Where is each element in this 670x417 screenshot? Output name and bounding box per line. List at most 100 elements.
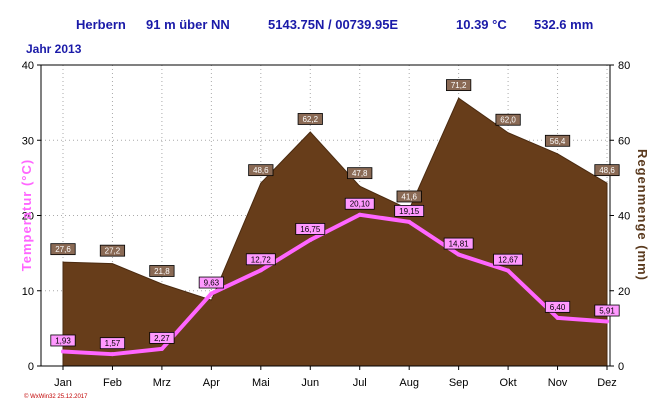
temp-data-label-group: 5,91 xyxy=(594,304,620,317)
precip-data-label-group: 27,6 xyxy=(50,243,76,256)
temp-data-label-group: 16,75 xyxy=(295,223,326,235)
temp-data-label-box xyxy=(245,253,276,266)
left-axis-tick-label: 40 xyxy=(22,60,34,72)
temperature-point xyxy=(258,268,263,273)
elevation-text: 91 m über NN xyxy=(146,17,230,32)
left-axis-tick-label: 20 xyxy=(22,211,34,223)
data-labels-layer: 27,6 27,2 21,8 48,6 62,2 47,8 41,6 71,2 62,0 56,4… xyxy=(50,79,620,350)
x-axis-tick-label: Mrz xyxy=(153,377,171,389)
footer-credit: © WxWin32 25.12.2017 xyxy=(24,393,88,400)
temp-data-label-group: 1,57 xyxy=(99,337,126,350)
mean-temperature: 10.39 °C xyxy=(456,17,507,32)
x-axis-tick-label: Jul xyxy=(353,377,367,389)
temp-data-label: 1,57 xyxy=(105,339,121,348)
x-axis-tick-label: Dez xyxy=(597,377,617,389)
temp-data-label-group: 12,67 xyxy=(493,253,523,266)
station-name: Herbern xyxy=(76,17,126,32)
precip-data-label-group: 56,4 xyxy=(544,134,571,147)
precip-data-label-box xyxy=(248,164,274,177)
temp-data-label-group: 9,63 xyxy=(198,276,224,289)
precip-data-label-group: 21,8 xyxy=(149,265,175,277)
temp-data-label: 6,40 xyxy=(550,303,566,312)
precip-data-label: 27,6 xyxy=(55,245,71,254)
temp-data-label-box xyxy=(344,197,375,210)
temp-data-label: 19,15 xyxy=(399,207,420,216)
temp-data-label-box xyxy=(198,276,224,289)
temp-data-label-box xyxy=(493,253,523,266)
temp-data-label: 20,10 xyxy=(350,200,371,209)
temp-data-label: 9,63 xyxy=(204,279,220,288)
temperature-point xyxy=(456,252,461,257)
precip-data-label-group: 62,2 xyxy=(297,113,323,125)
right-axis-tick-label: 80 xyxy=(618,60,630,72)
temperature-point xyxy=(209,291,214,296)
precip-data-label-box xyxy=(594,164,620,177)
temperature-point xyxy=(159,346,164,351)
precip-data-label: 62,0 xyxy=(500,116,516,125)
temp-data-label: 1,93 xyxy=(55,336,71,345)
right-axis-tick-label: 40 xyxy=(618,211,630,223)
precip-data-label-group: 47,8 xyxy=(347,167,373,180)
precip-data-label: 48,6 xyxy=(253,166,269,175)
temperature-point xyxy=(506,268,511,273)
precip-data-label: 62,2 xyxy=(302,115,318,124)
temp-data-label-group: 6,40 xyxy=(544,300,571,313)
precip-data-label-box xyxy=(99,244,126,257)
precip-data-label: 21,8 xyxy=(154,267,170,276)
year-label: Jahr 2013 xyxy=(26,42,82,56)
temp-data-label-group: 14,81 xyxy=(443,237,474,250)
total-precipitation: 532.6 mm xyxy=(534,17,593,32)
precip-data-label-box xyxy=(495,113,521,126)
precip-data-label-group: 27,2 xyxy=(99,244,126,257)
temperature-point xyxy=(308,237,313,242)
x-axis-tick-label: Apr xyxy=(203,377,220,389)
x-axis-tick-label: Feb xyxy=(103,377,122,389)
temp-data-label-box xyxy=(149,332,175,344)
precip-data-label: 48,6 xyxy=(599,166,615,175)
precip-data-label-group: 62,0 xyxy=(495,113,521,126)
x-axis-tick-label: Jun xyxy=(301,377,319,389)
coordinates-text: 5143.75N / 00739.95E xyxy=(268,17,398,32)
precip-data-label-box xyxy=(446,79,472,92)
precip-data-label: 71,2 xyxy=(451,81,467,90)
left-axis-title: Temperatur (°C) xyxy=(19,159,34,271)
temperature-point xyxy=(61,349,65,354)
temp-layer xyxy=(61,212,609,357)
temperature-point xyxy=(407,219,412,224)
temp-data-label: 16,75 xyxy=(300,225,321,234)
precip-data-label-box xyxy=(347,167,373,180)
temp-data-label-group: 19,15 xyxy=(394,204,425,217)
right-axis-tick-label: 0 xyxy=(618,361,624,373)
x-axis-tick-label: Mai xyxy=(252,377,270,389)
temp-data-label-group: 20,10 xyxy=(344,197,375,210)
x-axis-tick-label: Aug xyxy=(399,377,419,389)
precip-layer xyxy=(62,97,608,367)
precip-data-label-group: 48,6 xyxy=(248,164,274,177)
precipitation-area xyxy=(62,97,608,367)
temp-data-label-box xyxy=(99,337,126,350)
left-axis-tick-label: 10 xyxy=(22,286,34,298)
temp-data-label-box xyxy=(544,300,571,313)
x-axis-tick-label: Nov xyxy=(548,377,568,389)
temperature-line xyxy=(61,212,609,357)
precip-data-label-box xyxy=(50,243,76,256)
x-axis-tick-label: Sep xyxy=(449,377,469,389)
temp-data-label-group: 2,27 xyxy=(149,332,175,344)
axes-layer: 0 10 20 30 40 0 20 40 60 80 Jan Feb Mrz Apr Mai Jun Jul A… xyxy=(22,60,631,389)
temp-data-label-box xyxy=(594,304,620,317)
precip-data-label: 56,4 xyxy=(550,137,566,146)
precip-data-label-box xyxy=(396,190,422,203)
left-axis-tick-label: 0 xyxy=(28,361,34,373)
precip-data-label: 41,6 xyxy=(401,192,417,201)
temp-data-label: 12,67 xyxy=(498,256,519,265)
temp-data-label-group: 1,93 xyxy=(50,334,76,347)
temp-data-label: 14,81 xyxy=(449,240,470,249)
right-axis-tick-label: 60 xyxy=(618,135,630,147)
temp-data-label: 12,72 xyxy=(251,255,272,264)
temperature-point xyxy=(110,352,115,357)
temp-data-label: 2,27 xyxy=(154,334,170,343)
precip-data-label-group: 41,6 xyxy=(396,190,422,203)
temperature-point xyxy=(357,212,362,217)
precip-data-label-box xyxy=(149,265,175,277)
